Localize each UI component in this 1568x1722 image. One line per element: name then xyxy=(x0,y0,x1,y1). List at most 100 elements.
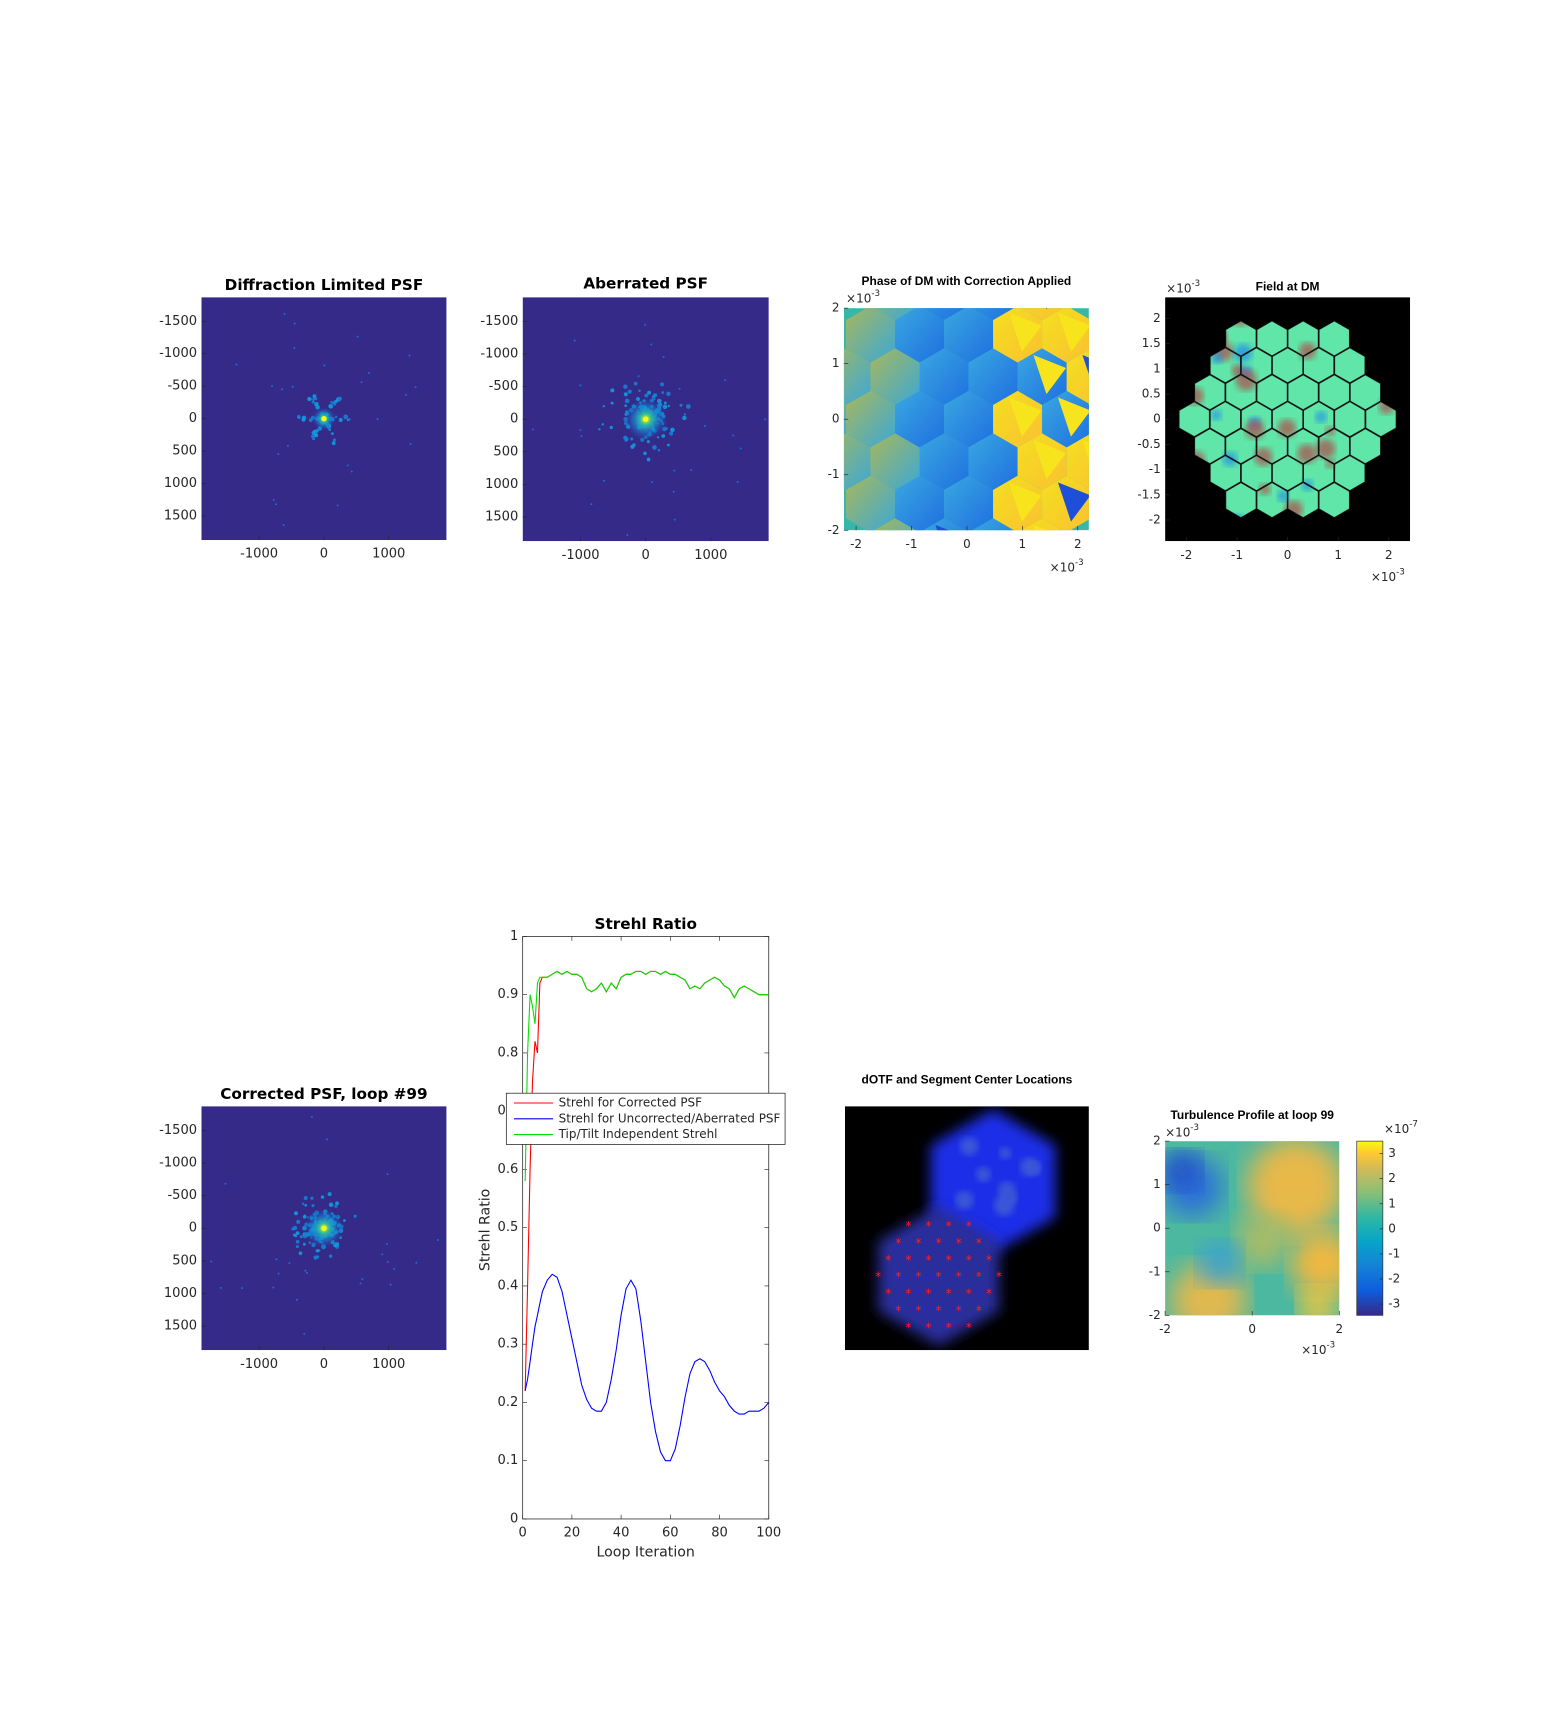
y-tick-label: -1500 xyxy=(480,314,518,329)
chart-title: Phase of DM with Correction Applied xyxy=(862,274,1072,288)
field-blob xyxy=(1233,343,1253,363)
turb-blob xyxy=(1165,1150,1202,1191)
segment-edge xyxy=(1225,482,1257,518)
speckle xyxy=(404,393,407,396)
segment xyxy=(845,308,896,363)
segment xyxy=(972,308,1014,321)
speckle xyxy=(356,335,359,338)
segment-center: * xyxy=(905,1287,911,1301)
speckle xyxy=(415,1261,418,1264)
segment xyxy=(944,308,994,363)
speckle xyxy=(314,433,319,438)
y-tick-label: 1500 xyxy=(164,509,197,524)
segment-center: * xyxy=(875,1270,881,1284)
speckle xyxy=(682,415,687,421)
segment-edge xyxy=(1194,374,1226,411)
segment-center: * xyxy=(936,1303,942,1317)
x-tick-label: -1000 xyxy=(240,547,278,562)
segment-center: * xyxy=(986,1287,992,1301)
segment-edge xyxy=(1349,374,1381,411)
speckle xyxy=(328,404,334,409)
speckle xyxy=(311,400,315,404)
speckle xyxy=(332,438,336,442)
speckle xyxy=(326,1138,329,1141)
speckle xyxy=(650,343,653,346)
speckle xyxy=(224,1182,227,1185)
speckle xyxy=(334,1204,338,1208)
segment-edge xyxy=(1241,401,1272,438)
chart-title: Field at DM xyxy=(1256,280,1320,294)
segment-edge xyxy=(1225,374,1257,411)
y-tick-label: -1.5 xyxy=(1137,487,1160,501)
segment xyxy=(944,390,994,448)
segment-edge xyxy=(1272,455,1304,491)
image-content xyxy=(1165,1141,1340,1316)
segment-center: * xyxy=(895,1236,901,1250)
field-blob xyxy=(1277,490,1290,502)
segment xyxy=(968,433,1018,490)
segment-center: * xyxy=(976,1270,982,1284)
y-tick-label: 0.5 xyxy=(498,1220,519,1235)
speckle xyxy=(315,429,319,433)
speckle xyxy=(331,441,336,446)
x-tick-label: -2 xyxy=(850,537,862,551)
segment-edge xyxy=(1303,455,1335,491)
dotf-blob xyxy=(1020,1157,1040,1177)
y-tick-label: 0.8 xyxy=(498,1045,519,1060)
segment-center: * xyxy=(895,1303,901,1317)
speckle xyxy=(623,384,628,389)
y-tick-label: -500 xyxy=(167,1188,197,1203)
segment-edge xyxy=(1318,320,1350,357)
segment xyxy=(923,518,965,531)
speckle xyxy=(337,396,342,401)
speckle xyxy=(312,394,317,399)
segment-edge xyxy=(1256,428,1288,465)
speckle xyxy=(219,1286,222,1289)
colorbar-tick-label: -2 xyxy=(1388,1271,1400,1285)
dotf-blob xyxy=(999,1147,1012,1160)
x-tick-label: -1000 xyxy=(562,548,600,563)
speckle xyxy=(630,444,635,449)
speckle xyxy=(376,418,379,421)
segment xyxy=(1066,434,1089,489)
segment-edge xyxy=(1194,428,1226,465)
y-tick-label: 500 xyxy=(172,444,197,459)
x-tick-label: 1 xyxy=(1019,537,1027,551)
segment xyxy=(968,348,1018,406)
dotf-blob xyxy=(1005,1191,1018,1204)
speckle xyxy=(610,388,615,393)
speckle xyxy=(294,1234,298,1238)
speckle xyxy=(332,401,337,406)
speckle xyxy=(347,418,351,421)
segment-center: * xyxy=(986,1253,992,1267)
speckle xyxy=(646,457,651,462)
speckle xyxy=(386,1173,389,1176)
y-tick-label: -2 xyxy=(1149,512,1161,526)
speckle xyxy=(275,1258,278,1261)
speckle xyxy=(624,398,630,404)
exponent-power: -3 xyxy=(1190,1122,1199,1132)
subplot: Turbulence Profile at loop 99 -2 0 2 -2 -1 0 1 2… xyxy=(1149,1108,1418,1356)
y-tick-label: 0 xyxy=(1153,1221,1161,1235)
segment-center: * xyxy=(885,1287,891,1301)
y-tick-label: 0 xyxy=(1153,412,1161,426)
y-tick-label: 1500 xyxy=(485,510,518,525)
chart-title: dOTF and Segment Center Locations xyxy=(862,1072,1073,1086)
segment xyxy=(1091,391,1140,448)
speckle xyxy=(678,387,681,390)
dotf-blob xyxy=(975,1166,991,1182)
speckle xyxy=(301,415,307,421)
y-tick-label: 1.5 xyxy=(1142,336,1161,350)
y-tick-label: -1500 xyxy=(159,1123,197,1138)
axis-exponent: ×10-3 xyxy=(1371,567,1405,583)
segment xyxy=(843,433,871,490)
dotf-blob xyxy=(955,1190,974,1210)
y-tick-label: 0 xyxy=(510,1511,518,1526)
segment-edge xyxy=(1209,455,1241,491)
speckle xyxy=(343,1219,346,1222)
segment xyxy=(895,308,945,363)
speckle xyxy=(335,1201,339,1206)
speckle xyxy=(683,413,687,416)
speckle xyxy=(381,1253,384,1256)
speckle xyxy=(389,1283,392,1286)
